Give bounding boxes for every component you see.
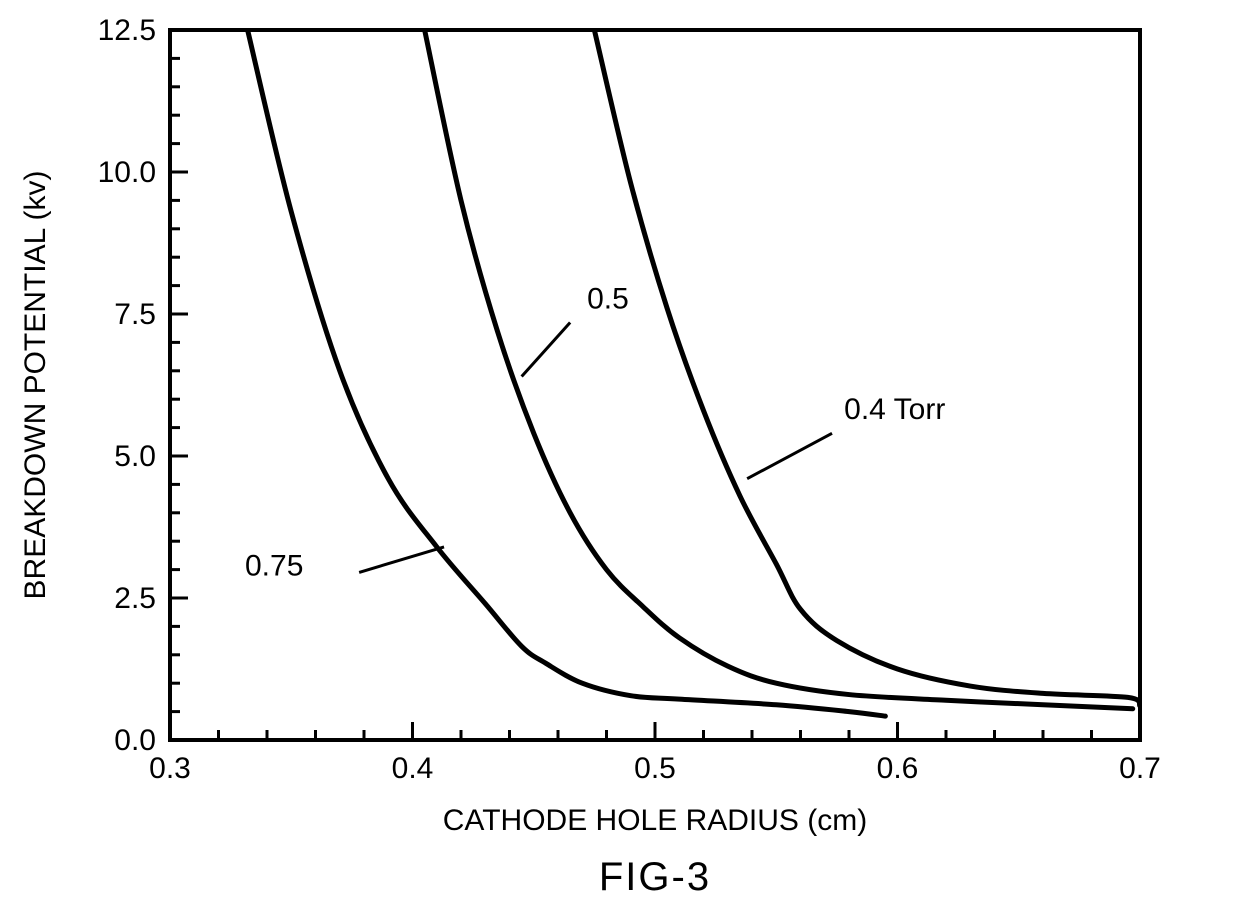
curve-0.75 [248, 30, 886, 716]
plot-frame [170, 30, 1140, 740]
y-tick-label: 2.5 [114, 582, 156, 615]
x-axis-label: CATHODE HOLE RADIUS (cm) [443, 804, 867, 837]
y-tick-label: 0.0 [114, 724, 156, 757]
curve-callout-line [359, 547, 444, 573]
x-tick-label: 0.6 [877, 752, 919, 785]
chart-svg: 0.30.40.50.60.70.02.55.07.510.012.50.750… [0, 0, 1240, 920]
y-tick-label: 7.5 [114, 298, 156, 331]
curves-group [248, 30, 1140, 716]
x-tick-label: 0.4 [392, 752, 434, 785]
y-tick-label: 5.0 [114, 440, 156, 473]
curve-0.5 [425, 30, 1133, 709]
x-tick-label: 0.5 [634, 752, 676, 785]
figure-caption: FIG-3 [599, 855, 711, 899]
y-tick-label: 10.0 [98, 156, 156, 189]
curve-callout-line [747, 433, 832, 478]
x-tick-label: 0.7 [1119, 752, 1161, 785]
y-tick-label: 12.5 [98, 14, 156, 47]
curve-label: 0.75 [245, 549, 303, 582]
curve-label: 0.5 [587, 282, 629, 315]
curve-callout-line [522, 323, 571, 377]
figure-container: 0.30.40.50.60.70.02.55.07.510.012.50.750… [0, 0, 1240, 920]
y-axis-label: BREAKDOWN POTENTIAL (kv) [19, 171, 52, 600]
curve-label: 0.4 Torr [844, 393, 945, 426]
curve-0.4 [594, 30, 1140, 706]
